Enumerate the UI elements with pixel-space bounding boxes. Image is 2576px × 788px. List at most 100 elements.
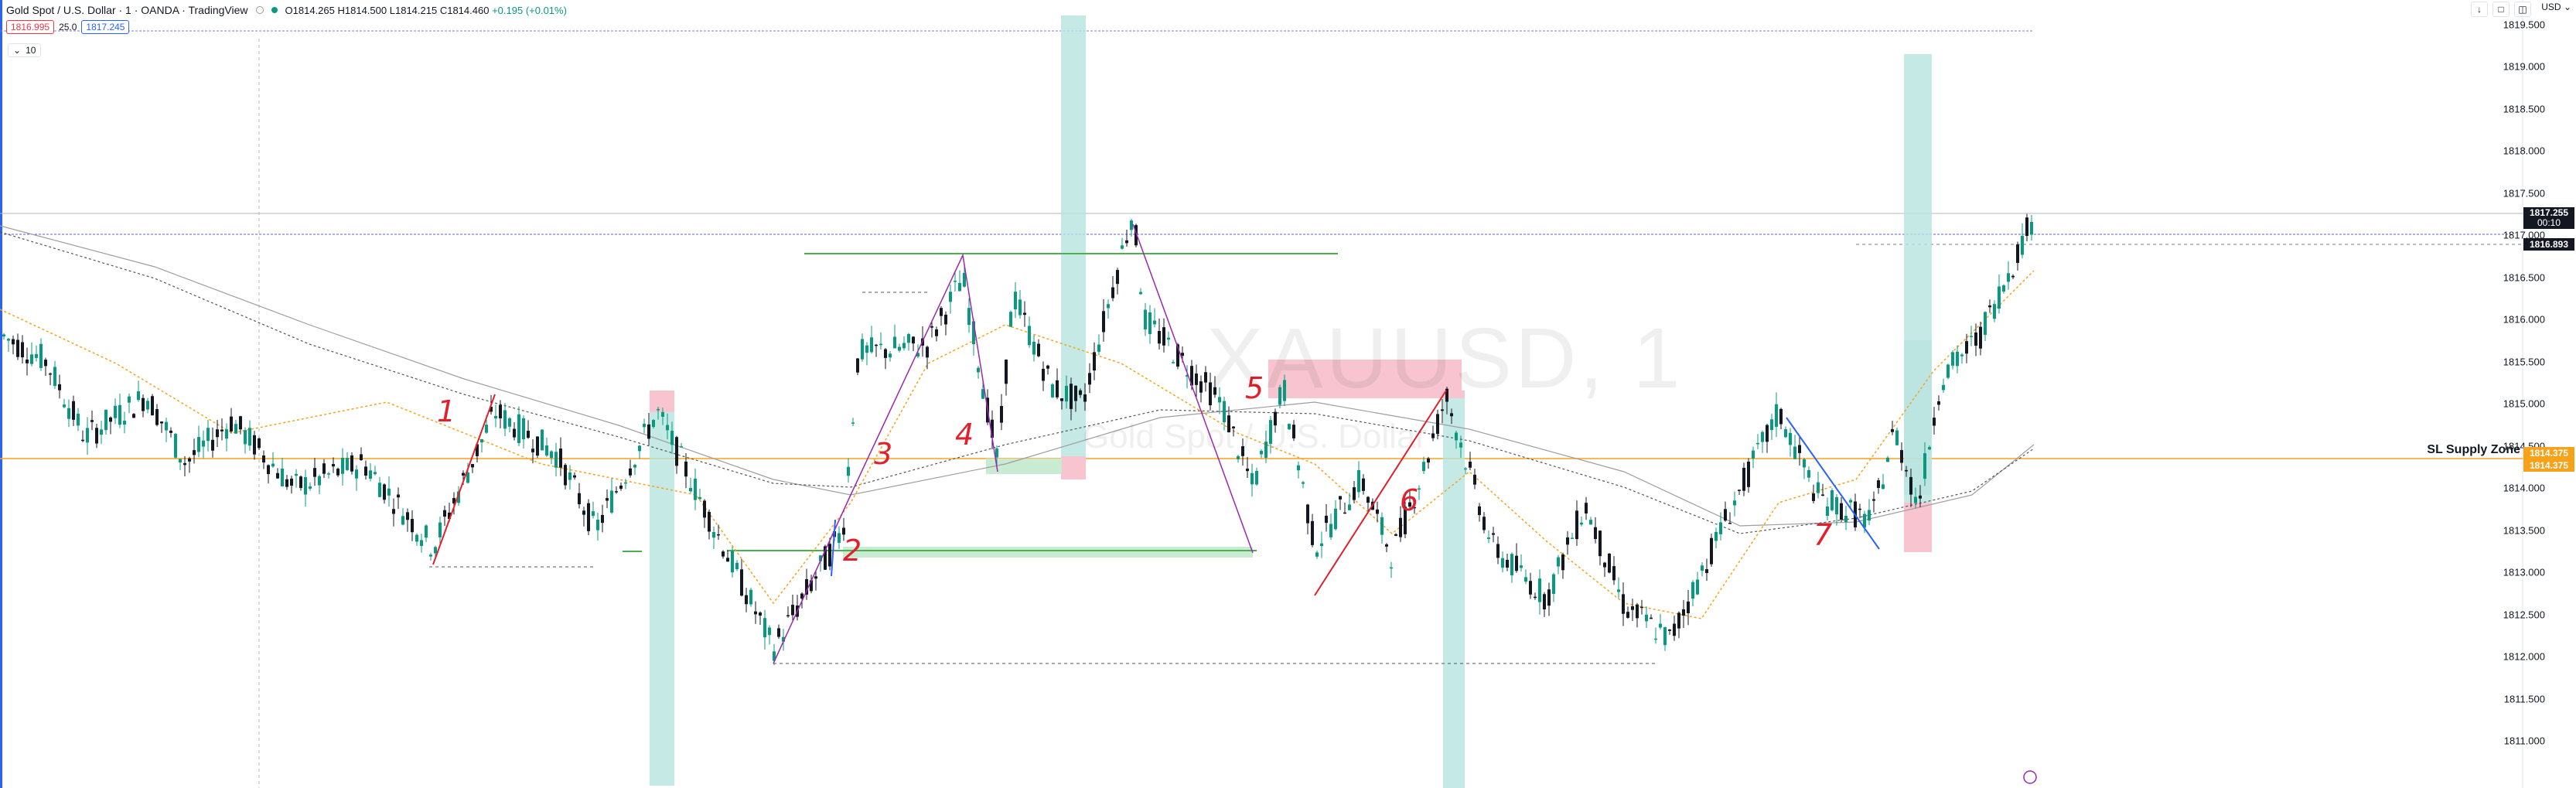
candle-body <box>1928 447 1931 450</box>
candle-body <box>1752 450 1755 459</box>
candle-body <box>1213 387 1216 395</box>
candle-body <box>619 485 623 490</box>
candle-body <box>1608 553 1611 573</box>
candle-body <box>1738 490 1741 491</box>
candle-body <box>392 509 395 514</box>
candle-body <box>1339 496 1342 500</box>
candle-body <box>1134 225 1138 246</box>
supply-zone-2 <box>1061 456 1086 479</box>
candle-body <box>1357 469 1360 493</box>
candle-body <box>63 404 66 408</box>
candle-body <box>773 651 776 661</box>
teal-session-bar-2 <box>1061 15 1086 479</box>
candle-body <box>1046 365 1049 369</box>
buy-button[interactable]: 1817.245 <box>81 20 130 34</box>
candle-body <box>1237 455 1240 459</box>
candle-body <box>299 476 302 489</box>
candle-body <box>1534 596 1537 599</box>
line-price-tag: 1816.893 <box>2523 237 2574 251</box>
candle-body <box>1153 320 1156 325</box>
candle-body <box>1840 503 1843 520</box>
sma-mid <box>0 231 2035 534</box>
candle-body <box>1919 495 1922 499</box>
price-tick-label: 1816.500 <box>2503 271 2545 283</box>
candle-body <box>889 353 892 358</box>
candle-body <box>480 439 483 443</box>
candle-body <box>438 522 442 537</box>
candle-body <box>847 466 850 476</box>
candle-body <box>1028 326 1031 346</box>
candle-body <box>1292 425 1295 438</box>
candle-body <box>1696 579 1699 595</box>
candle-body <box>244 430 247 445</box>
current-price-value: 1817.255 <box>2529 207 2569 219</box>
candle-body <box>1923 453 1926 479</box>
currency-selector[interactable]: USD ⌄ <box>2541 2 2571 12</box>
candle-body <box>875 344 878 346</box>
candle-body <box>290 478 293 486</box>
candle-body <box>485 425 488 433</box>
candle-body <box>786 615 790 617</box>
candle-body <box>336 469 339 476</box>
candle-body <box>281 468 284 486</box>
candle-body <box>963 272 966 287</box>
maximize-icon[interactable]: □ <box>2492 2 2509 17</box>
indicator-count: 10 <box>26 45 36 56</box>
candle-body <box>1482 517 1486 530</box>
candle-body <box>364 466 367 476</box>
candle-body <box>851 422 855 424</box>
candle-body <box>26 359 29 363</box>
candle-body <box>1079 390 1082 395</box>
candle-body <box>884 349 887 358</box>
candle-body <box>369 470 372 479</box>
candle-body <box>1538 578 1541 602</box>
screenshot-icon[interactable]: ◫ <box>2514 2 2531 17</box>
candle-body <box>1311 520 1314 545</box>
candle-body <box>327 473 330 475</box>
candle-body <box>1993 304 1996 319</box>
candle-body <box>1083 394 1087 402</box>
candle-body <box>1241 446 1244 456</box>
spread-value: 25.0 <box>59 22 77 32</box>
symbol-title[interactable]: Gold Spot / U.S. Dollar · 1 · OANDA · Tr… <box>6 4 248 16</box>
candle-body <box>1070 384 1073 409</box>
sell-button[interactable]: 1816.995 <box>6 20 55 34</box>
candle-body <box>374 472 377 475</box>
candle-body <box>295 473 298 476</box>
candle-body <box>1506 559 1509 568</box>
candle-body <box>1905 469 1908 472</box>
low-value: L1814.215 <box>389 4 438 16</box>
candle-body <box>429 554 432 557</box>
candle-body <box>1784 429 1787 438</box>
indicators-toggle[interactable]: ⌄ 10 <box>8 43 42 57</box>
candle-body <box>318 476 321 486</box>
candle-body <box>1501 558 1504 568</box>
candle-body <box>522 418 525 440</box>
candle-body <box>1418 488 1421 490</box>
candle-body <box>1436 414 1439 435</box>
candle-body <box>1552 574 1555 595</box>
candle-body <box>1612 566 1616 581</box>
candle-body <box>1594 527 1597 540</box>
candle-body <box>397 494 400 498</box>
candle-body <box>717 534 720 536</box>
candle-body <box>183 462 186 466</box>
down-arrow-icon[interactable]: ↓ <box>2471 2 2488 17</box>
price-tick-label: 1815.000 <box>2503 397 2545 410</box>
candle-body <box>1742 467 1745 491</box>
price-tick-label: 1818.500 <box>2503 103 2545 114</box>
candle-body <box>763 618 766 638</box>
candle-body <box>1988 305 1991 308</box>
candle-body <box>1148 312 1152 335</box>
candle-body <box>401 516 404 525</box>
price-tick-label: 1811.500 <box>2503 693 2545 704</box>
open-value: O1814.265 <box>285 4 335 16</box>
candle-body <box>856 358 859 373</box>
wave-line-3 <box>1132 223 1254 554</box>
candle-body <box>1093 352 1096 371</box>
candle-body <box>1125 240 1128 244</box>
teal-session-bar-3 <box>1443 394 1465 788</box>
candle-body <box>1455 432 1458 441</box>
candle-body <box>601 514 604 524</box>
